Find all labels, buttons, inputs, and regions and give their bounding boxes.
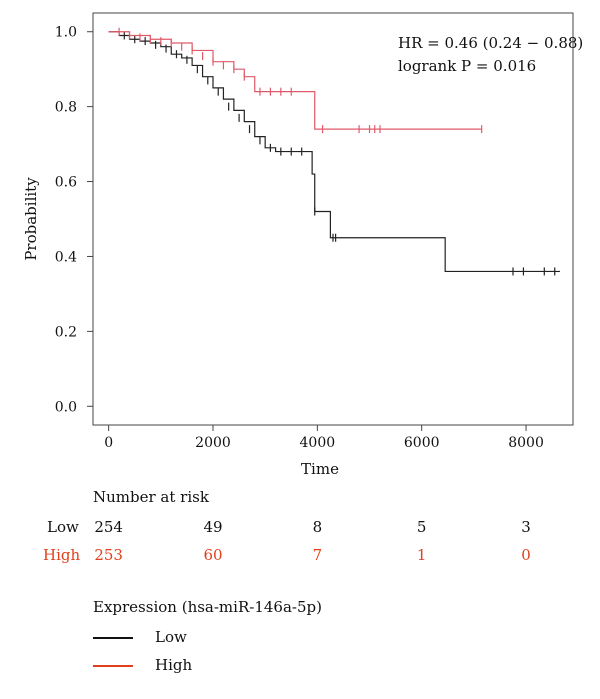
risk-value-low: 3	[521, 518, 531, 536]
x-tick-label: 8000	[508, 435, 544, 451]
plot-frame	[92, 12, 574, 426]
y-tick-label: 0.6	[55, 175, 77, 191]
y-tick-label: 0.2	[55, 324, 77, 340]
survival-chart: 0 2000 4000 6000 8000 0.0 0.2 0.4 0.6 0.8 1.0 Tim…	[22, 12, 583, 478]
y-axis-label: Probability	[22, 177, 40, 261]
logrank-annotation: logrank P = 0.016	[398, 57, 536, 75]
legend-label-high: High	[155, 656, 193, 674]
y-axis-ticks: 0.0 0.2 0.4 0.6 0.8 1.0	[55, 25, 93, 415]
risk-value-low: 5	[416, 518, 427, 536]
risk-table-title: Number at risk	[93, 488, 209, 506]
risk-value-high: 1	[416, 546, 427, 564]
y-tick-label: 0.8	[55, 100, 77, 116]
x-axis-label: Time	[301, 460, 339, 478]
risk-value-low: 8	[312, 518, 323, 536]
legend-label-low: Low	[155, 628, 187, 646]
risk-value-low: 49	[203, 518, 223, 536]
risk-row-label-high: High	[43, 546, 81, 564]
legend-swatch-low	[93, 637, 133, 639]
risk-value-high: 7	[312, 546, 323, 564]
x-tick-label: 6000	[404, 435, 440, 451]
x-axis-ticks: 0 2000 4000 6000 8000	[104, 425, 544, 451]
legend-title: Expression (hsa-miR-146a-5p)	[93, 598, 322, 616]
risk-value-high: 60	[203, 546, 223, 564]
y-tick-label: 0.0	[55, 399, 77, 415]
survival-curves	[108, 27, 560, 276]
hazard-ratio-annotation: HR = 0.46 (0.24 − 0.88)	[398, 34, 583, 52]
risk-value-low: 254	[94, 518, 123, 536]
risk-value-high: 253	[94, 546, 123, 564]
risk-row-label-low: Low	[47, 518, 79, 536]
risk-value-high: 0	[521, 546, 531, 564]
x-tick-label: 0	[104, 435, 113, 451]
x-tick-label: 4000	[300, 435, 336, 451]
x-tick-label: 2000	[195, 435, 231, 451]
legend-swatch-high	[93, 665, 133, 667]
y-tick-label: 1.0	[55, 25, 77, 41]
y-tick-label: 0.4	[55, 249, 77, 265]
